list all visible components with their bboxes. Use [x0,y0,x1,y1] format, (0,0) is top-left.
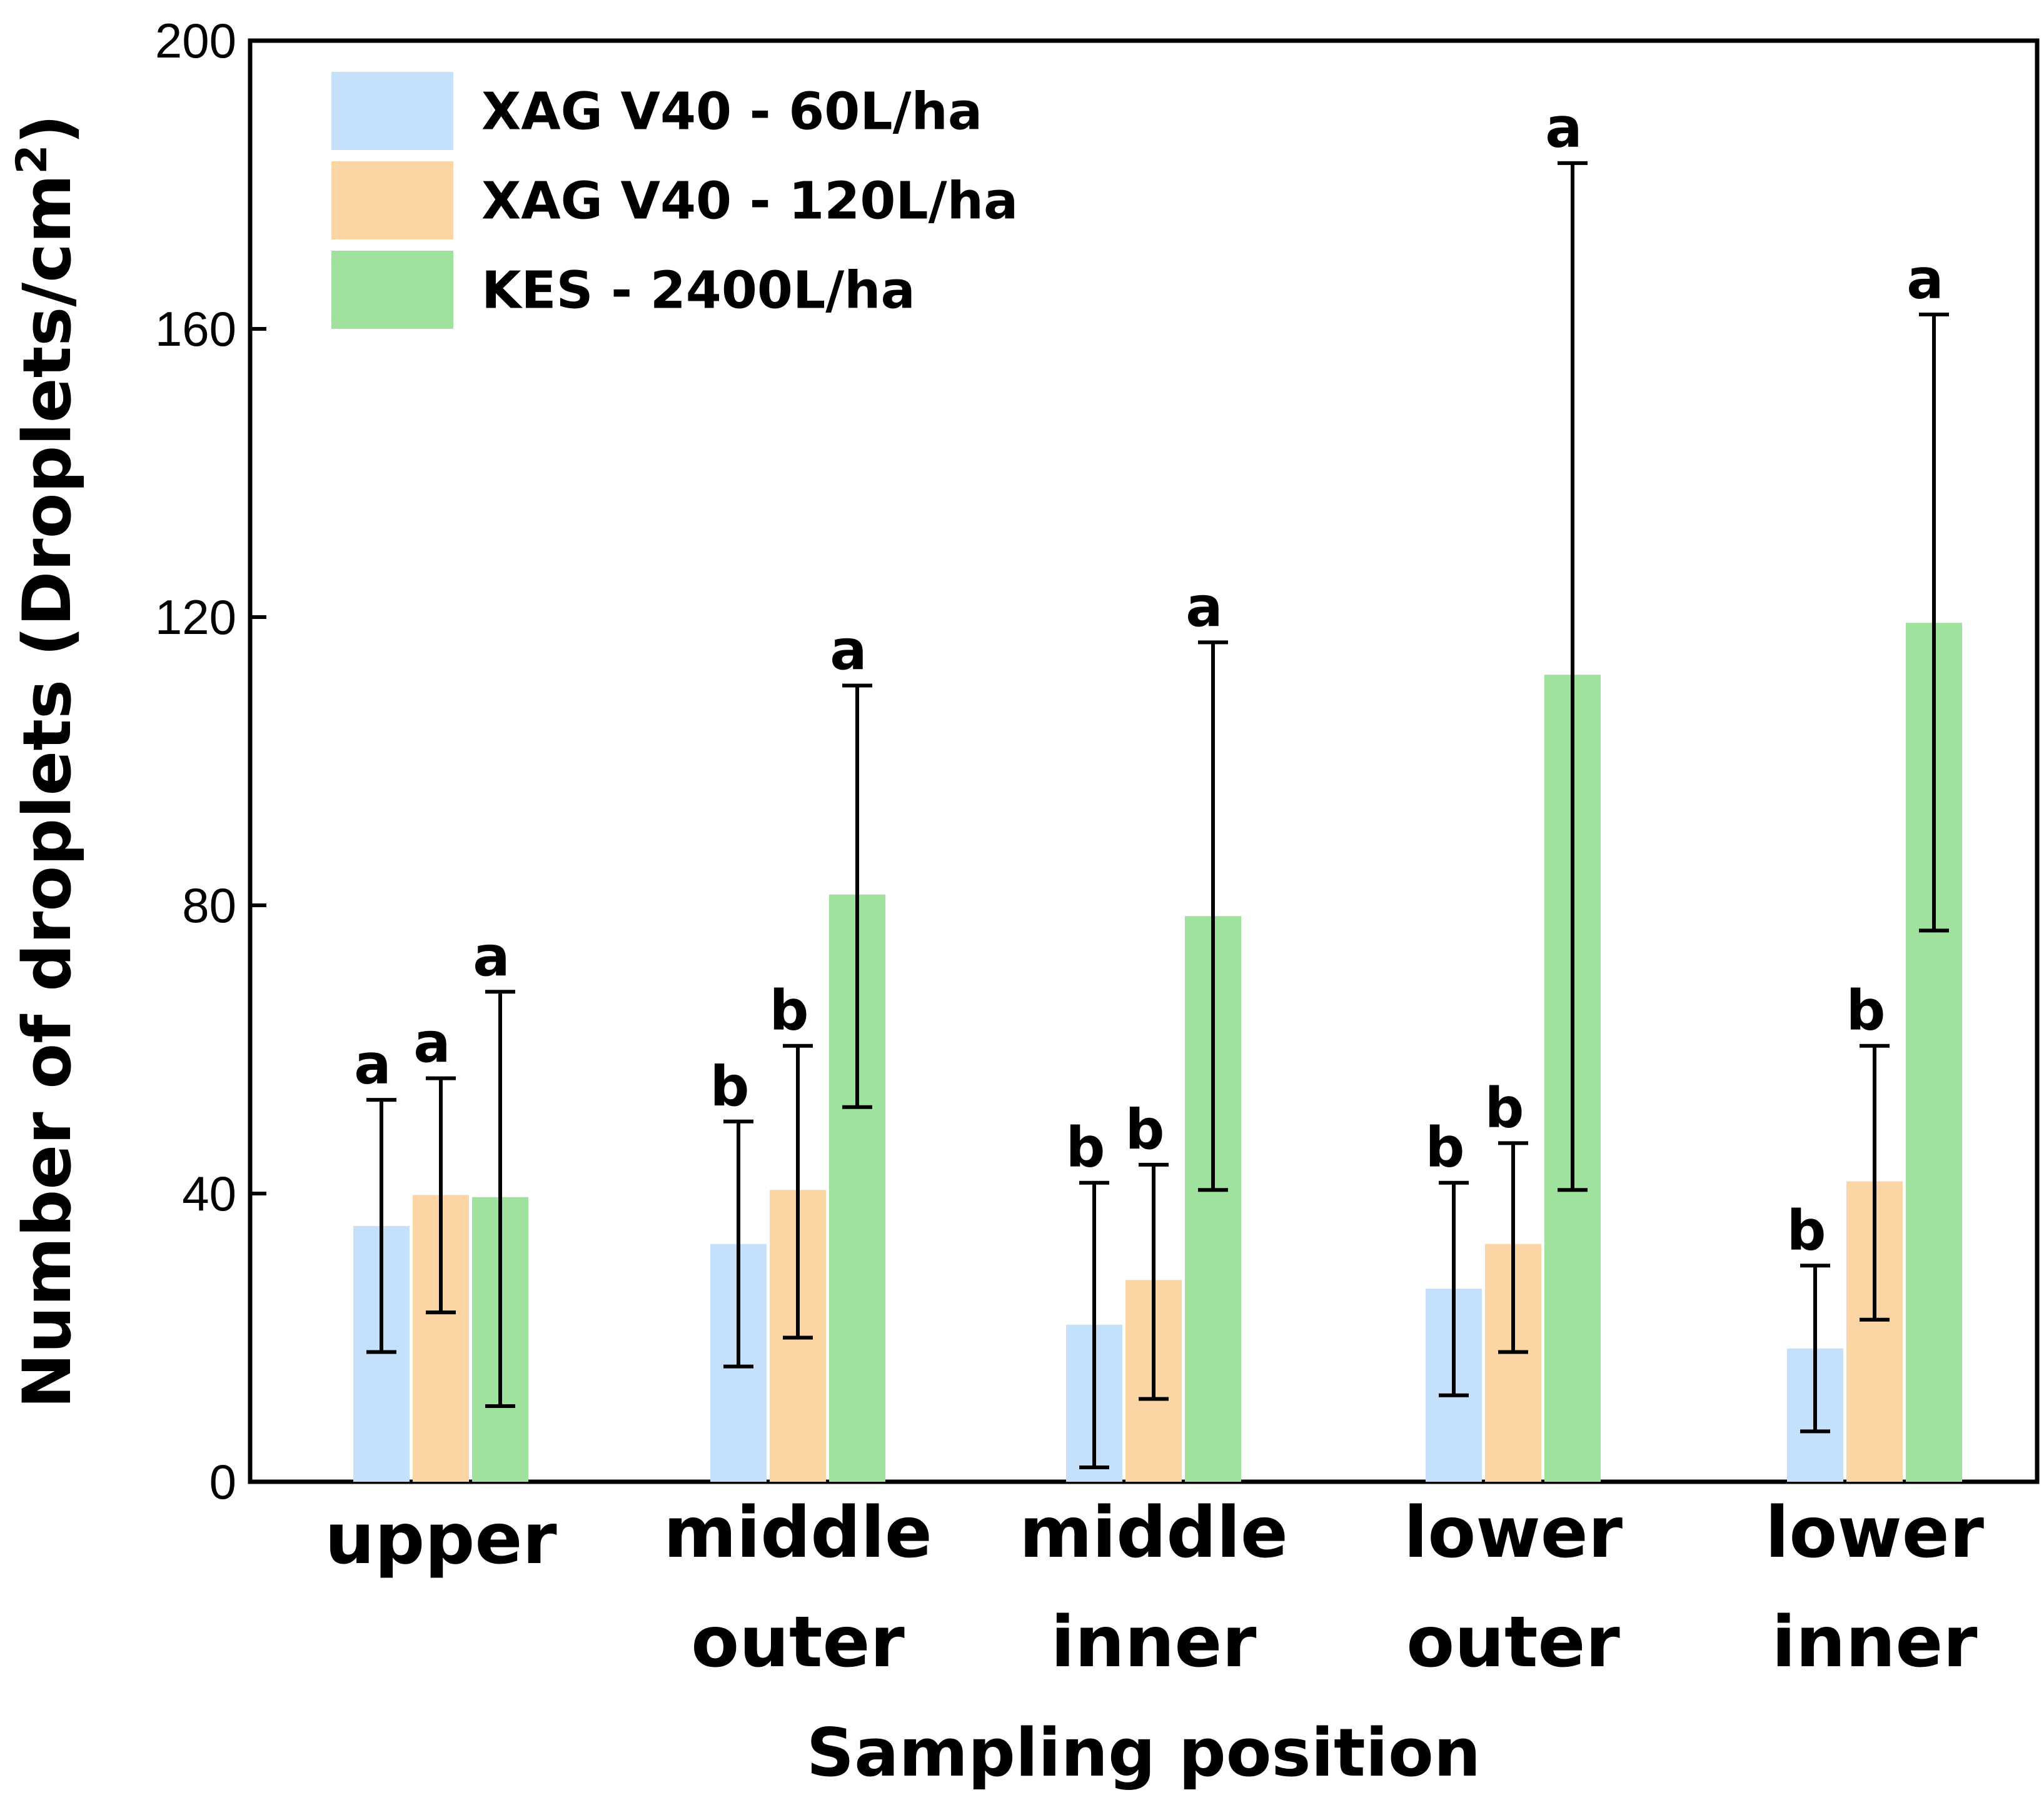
significance-letter: a [1545,96,1582,160]
y-axis: 0 40 80 120 160 200 [155,13,266,1509]
significance-letter: a [354,1032,391,1097]
bars-layer [353,623,1962,1482]
legend: XAG V40 - 60L/ha XAG V40 - 120L/ha KES - 2… [331,72,1018,329]
y-axis-title-main: Number of droplets (Droplets/cm [9,174,86,1409]
y-tick-label: 120 [155,590,236,645]
x-category-label: lower [1765,1492,1984,1574]
significance-letter: b [1426,1115,1465,1180]
legend-label: KES - 2400L/ha [481,261,915,321]
significance-letter: b [1787,1198,1826,1262]
significance-letter: a [1186,575,1222,639]
y-tick-label: 80 [182,878,236,933]
x-category-label: inner [1050,1602,1256,1683]
x-category-label: middle [1019,1492,1288,1574]
x-category-label: upper [325,1499,556,1580]
significance-letter: a [1906,247,1943,311]
x-category-label: lower [1404,1492,1623,1574]
significance-letter: a [473,924,510,988]
significance-letter: b [1846,978,1886,1043]
significance-letter: b [770,978,809,1043]
y-axis-title-superscript: 2 [8,144,57,174]
x-category-label: middle [663,1492,932,1574]
y-axis-title: Number of droplets (Droplets/cm2) [8,114,86,1409]
legend-swatch [331,161,453,239]
x-category-label: outer [1406,1602,1619,1683]
y-tick-label: 160 [155,301,236,356]
x-axis-title: Sampling position [807,1714,1481,1791]
legend-label: XAG V40 - 120L/ha [481,172,1018,231]
legend-label: XAG V40 - 60L/ha [481,83,982,142]
y-tick-label: 40 [182,1166,236,1221]
significance-letter: b [1066,1115,1105,1180]
legend-swatch [331,251,453,329]
significance-letter: b [710,1054,750,1119]
y-tick-label: 200 [155,13,236,68]
significance-letter: a [830,618,867,682]
x-axis: upper middle outer middle inner lower outer low… [325,1492,1984,1683]
x-category-label: inner [1771,1602,1977,1683]
significance-letter: b [1125,1097,1165,1162]
x-category-label: outer [691,1602,904,1683]
error-bars-layer [366,161,1949,1469]
legend-swatch [331,72,453,150]
y-tick-label: 0 [209,1454,236,1509]
y-axis-title-close: ) [9,114,86,144]
significance-letter: b [1485,1075,1524,1140]
significance-letter: a [413,1011,450,1075]
